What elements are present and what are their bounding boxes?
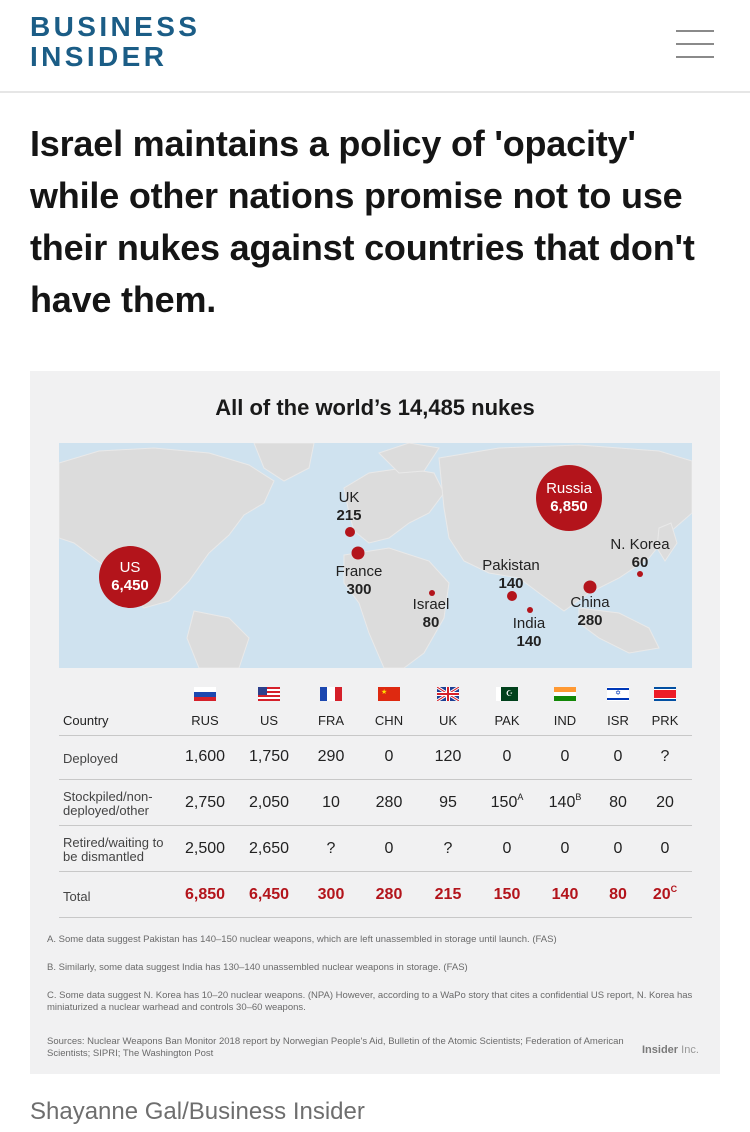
- table-cell: 0: [503, 840, 512, 858]
- table-cell: ?: [661, 748, 670, 766]
- map-label-us-name: US: [120, 559, 141, 577]
- table-cell: 2,050: [249, 794, 289, 812]
- site-header: BUSINESS INSIDER: [0, 0, 750, 93]
- table-cell: 2,750: [185, 794, 225, 812]
- logo-line-1: BUSINESS: [30, 12, 200, 42]
- table-cell: 80: [609, 794, 627, 812]
- row-label-retired: Retired/waiting to be dismantled: [63, 836, 173, 864]
- code-uk: UK: [439, 713, 457, 728]
- table-cell-total: 6,450: [249, 886, 289, 904]
- nukes-infographic: All of the world’s 14,485 nukes: [30, 371, 720, 1074]
- table-cell-total: 280: [376, 886, 403, 904]
- code-isr: ISR: [607, 713, 629, 728]
- table-cell: 2,500: [185, 840, 225, 858]
- code-prk: PRK: [652, 713, 679, 728]
- table-cell: 1,750: [249, 748, 289, 766]
- row-label-stockpiled: Stockpiled/non-deployed/other: [63, 790, 163, 818]
- china-flag-icon: ★: [378, 687, 400, 701]
- map-label-russia-value: 6,850: [550, 498, 588, 516]
- table-cell-ind-stockpiled: 140B: [549, 794, 582, 812]
- code-rus: RUS: [191, 713, 218, 728]
- table-cell: 0: [614, 748, 623, 766]
- table-cell: 1,600: [185, 748, 225, 766]
- article-headline: Israel maintains a policy of 'opacity' w…: [30, 118, 730, 326]
- north-korea-flag-icon: [654, 687, 676, 701]
- table-cell: 10: [322, 794, 340, 812]
- world-map-land: [59, 443, 692, 668]
- table-cell: ?: [327, 840, 336, 858]
- table-header-country: Country: [63, 713, 109, 728]
- map-label-nkorea: N. Korea 60: [610, 536, 669, 572]
- table-cell-total: 6,850: [185, 886, 225, 904]
- row-label-deployed: Deployed: [63, 752, 173, 766]
- footnote-b: B. Similarly, some data suggest India ha…: [47, 962, 707, 974]
- uk-flag-icon: [437, 687, 459, 701]
- pakistan-flag-icon: ☪: [496, 687, 518, 701]
- table-divider: [59, 825, 692, 826]
- map-dot-france: [352, 547, 365, 560]
- map-label-france: France 300: [336, 563, 383, 599]
- logo-line-2: INSIDER: [30, 42, 200, 72]
- table-cell-total: 140: [552, 886, 579, 904]
- map-bubble-us: US 6,450: [99, 546, 161, 608]
- table-cell-total: 150: [494, 886, 521, 904]
- code-chn: CHN: [375, 713, 403, 728]
- world-map: US 6,450 Russia 6,850 UK 215 France 300 Is…: [59, 443, 692, 668]
- table-divider: [59, 735, 692, 736]
- table-cell: 280: [376, 794, 403, 812]
- india-flag-icon: [554, 687, 576, 701]
- table-cell: 95: [439, 794, 457, 812]
- table-cell: 0: [661, 840, 670, 858]
- table-cell: 0: [385, 748, 394, 766]
- map-label-us-value: 6,450: [111, 577, 149, 595]
- table-cell: ?: [444, 840, 453, 858]
- table-cell: 0: [385, 840, 394, 858]
- table-divider: [59, 779, 692, 780]
- table-cell: 0: [561, 748, 570, 766]
- israel-flag-icon: ✡: [607, 687, 629, 701]
- row-label-total: Total: [63, 890, 173, 904]
- map-dot-india: [527, 607, 533, 613]
- table-divider: [59, 917, 692, 918]
- table-cell-pak-stockpiled: 150A: [491, 794, 524, 812]
- table-cell-total: 300: [318, 886, 345, 904]
- table-cell: 20: [656, 794, 674, 812]
- map-label-russia-name: Russia: [546, 480, 592, 498]
- table-cell: 290: [318, 748, 345, 766]
- map-label-israel: Israel 80: [413, 596, 450, 632]
- footnote-a: A. Some data suggest Pakistan has 140–15…: [47, 934, 707, 946]
- table-cell: 0: [614, 840, 623, 858]
- table-cell: 0: [503, 748, 512, 766]
- map-label-china: China 280: [570, 594, 609, 630]
- code-us: US: [260, 713, 278, 728]
- table-cell: 2,650: [249, 840, 289, 858]
- map-label-pakistan: Pakistan 140: [482, 557, 540, 593]
- infographic-title: All of the world’s 14,485 nukes: [30, 395, 720, 421]
- business-insider-logo[interactable]: BUSINESS INSIDER: [30, 12, 200, 72]
- russia-flag-icon: [194, 687, 216, 701]
- insider-inc-logo: Insider Inc.: [642, 1044, 699, 1056]
- map-label-india: India 140: [513, 615, 546, 651]
- code-pak: PAK: [494, 713, 519, 728]
- table-cell: 120: [435, 748, 462, 766]
- table-cell-total-prk: 20C: [653, 886, 677, 904]
- code-ind: IND: [554, 713, 576, 728]
- map-label-uk: UK 215: [336, 489, 361, 525]
- code-fra: FRA: [318, 713, 344, 728]
- table-cell: 0: [561, 840, 570, 858]
- table-cell-total: 215: [435, 886, 462, 904]
- table-divider: [59, 871, 692, 872]
- map-dot-uk: [345, 527, 355, 537]
- sources-note: Sources: Nuclear Weapons Ban Monitor 201…: [47, 1036, 632, 1060]
- image-credit: Shayanne Gal/Business Insider: [30, 1098, 365, 1126]
- hamburger-menu-icon[interactable]: [676, 28, 714, 60]
- map-bubble-russia: Russia 6,850: [536, 465, 602, 531]
- map-dot-china: [584, 581, 597, 594]
- table-cell-total: 80: [609, 886, 627, 904]
- footnote-c: C. Some data suggest N. Korea has 10–20 …: [47, 990, 707, 1014]
- us-flag-icon: [258, 687, 280, 701]
- france-flag-icon: [320, 687, 342, 701]
